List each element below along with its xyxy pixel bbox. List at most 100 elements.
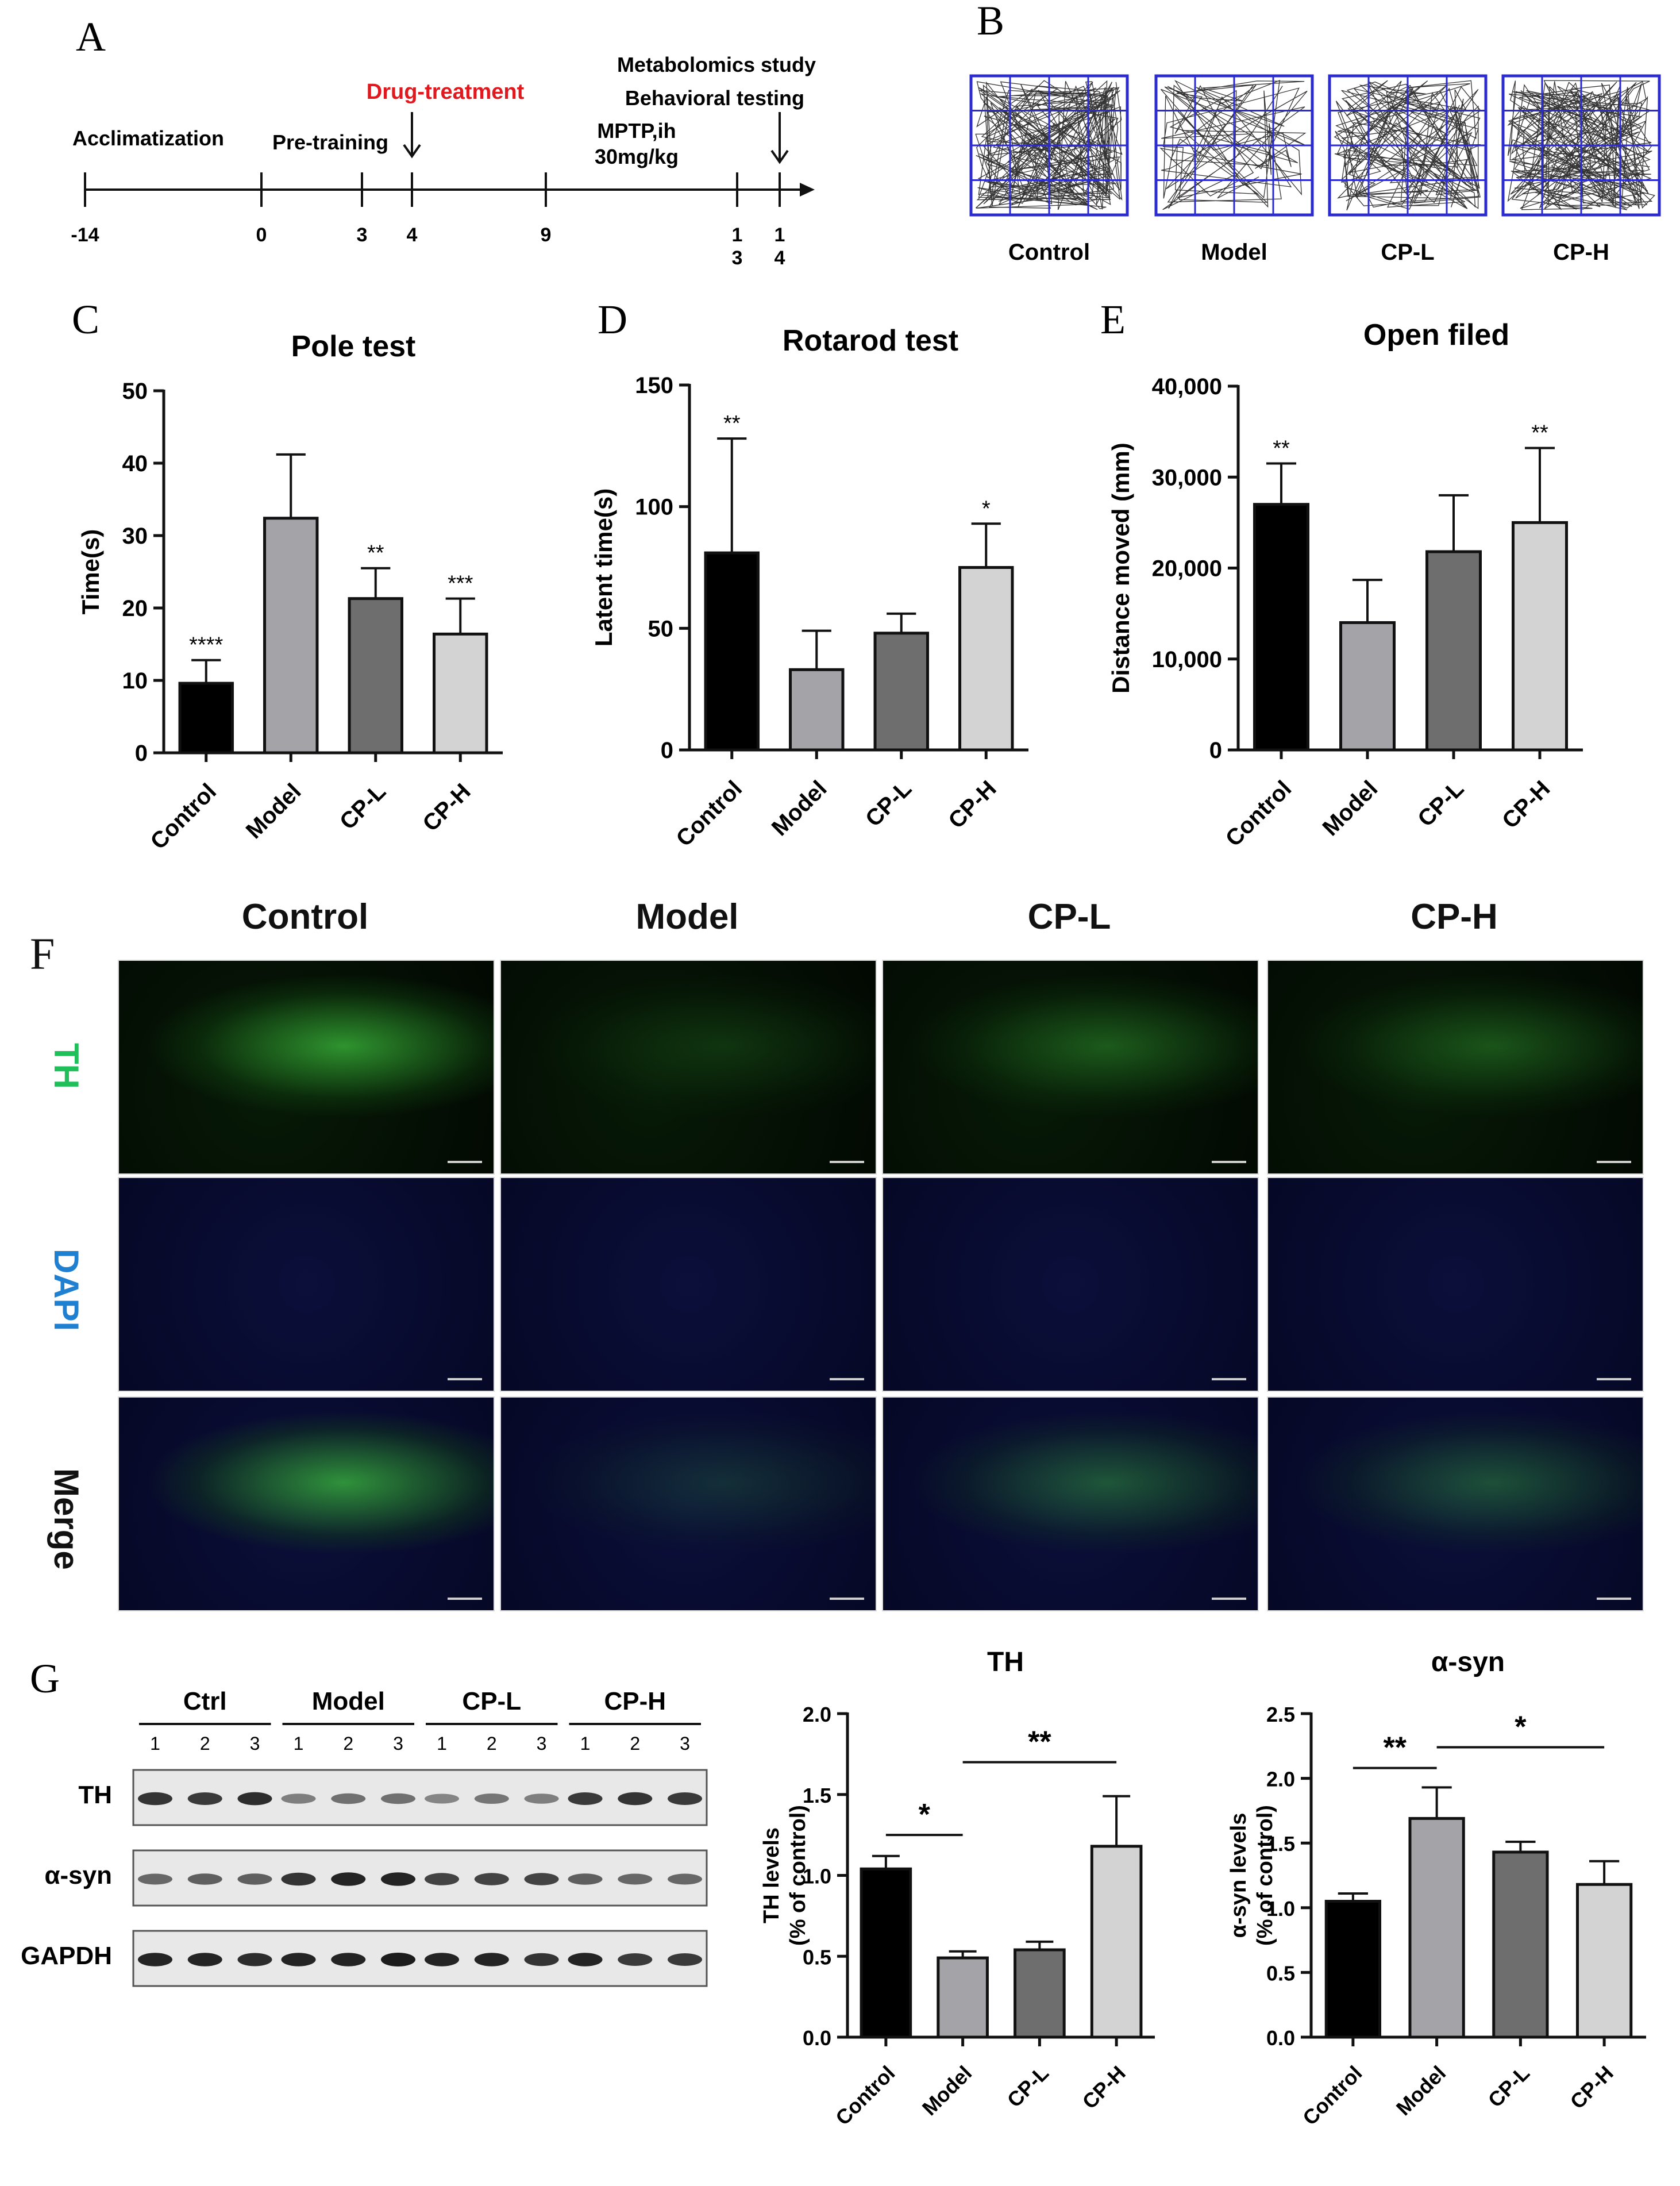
micrograph-row-label: DAPI	[47, 1249, 86, 1331]
blot-band	[668, 1873, 702, 1885]
scale-bar	[1597, 1378, 1631, 1380]
bar-control	[704, 551, 760, 752]
y-tick-label: 30	[122, 524, 148, 549]
bar-control	[1253, 503, 1309, 752]
timeline-tick-label: 4	[407, 224, 418, 246]
x-tick-label: Control	[671, 776, 747, 852]
maze-label: Control	[1008, 240, 1090, 265]
bar-model	[1408, 1816, 1465, 2039]
maze-label: CP-L	[1381, 240, 1434, 265]
y-tick-label: 0	[1209, 738, 1222, 763]
pole-test-chart: C Pole test 0 10 20 30 40 50 Time(s) **** Control…	[72, 299, 503, 855]
timeline-tick-label: 9	[541, 224, 552, 246]
blot-lane-number: 3	[680, 1733, 690, 1754]
scale-bar	[1597, 1161, 1631, 1163]
x-tick-label: CP-H	[1497, 776, 1555, 833]
y-tick-label: 1.5	[803, 1784, 831, 1807]
significance-label: **	[723, 411, 741, 436]
open-field-trace-panel: B Control Model CP-L CP-H	[969, 0, 1661, 265]
micrograph-th-control	[118, 960, 495, 1175]
blot-strip	[132, 1930, 708, 1987]
micrograph-dapi-cph	[1267, 1177, 1644, 1392]
bar-cph	[433, 632, 488, 755]
x-tick-label: CP-L	[335, 779, 391, 834]
y-tick-label: 40	[122, 451, 148, 476]
y-tick-label: 0.0	[1266, 2026, 1295, 2050]
panel-letter-b: B	[977, 0, 1004, 44]
blot-band	[668, 1953, 702, 1966]
blot-lane-number: 2	[630, 1733, 640, 1754]
blot-band	[425, 1794, 459, 1804]
micrograph-dapi-control	[118, 1177, 495, 1392]
blot-band	[281, 1872, 316, 1886]
phase-metabolomics: Metabolomics study	[617, 53, 816, 76]
significance-label: ****	[189, 633, 223, 657]
blot-band	[524, 1953, 559, 1966]
phase-acclimatization: Acclimatization	[72, 126, 224, 150]
significance-label: **	[1531, 421, 1548, 445]
blot-band	[618, 1873, 653, 1885]
y-tick-label: 0.5	[1266, 1961, 1295, 1985]
chart-title: TH	[987, 1647, 1024, 1677]
micrograph-column-header: Model	[635, 897, 739, 937]
x-tick-label: CP-H	[943, 776, 1001, 833]
bar-cpl	[873, 632, 929, 752]
maze-path	[1507, 80, 1655, 210]
x-tick-label: Control	[1221, 776, 1297, 852]
timeline-tick-label: 1	[775, 224, 785, 246]
bracket-label: *	[1515, 1711, 1527, 1744]
y-tick-label: 50	[648, 616, 674, 641]
blot-row-label: α-syn	[44, 1861, 112, 1889]
scale-bar	[830, 1598, 864, 1600]
scale-bar	[830, 1378, 864, 1380]
x-tick-label: CP-L	[1003, 2061, 1053, 2112]
panel-letter-g: G	[30, 1656, 60, 1702]
phase-behavioral: Behavioral testing	[625, 86, 804, 110]
blot-lane-number: 3	[393, 1733, 403, 1754]
blot-lane-number: 1	[437, 1733, 447, 1754]
maze-path	[975, 80, 1123, 210]
micrograph-merge-cph	[1267, 1396, 1644, 1611]
scale-bar	[448, 1161, 482, 1163]
micrograph-merge-control	[118, 1396, 495, 1611]
blot-band	[568, 1792, 603, 1805]
y-tick-label: 30,000	[1152, 465, 1222, 490]
blot-band	[568, 1873, 603, 1885]
y-tick-label: 1.5	[1266, 1832, 1295, 1856]
bracket-label: *	[919, 1798, 931, 1831]
y-axis-label: Distance moved (mm)	[1107, 442, 1134, 693]
micrograph-th-cph	[1267, 960, 1644, 1175]
timeline-panel: A Acclimatization Pre-training Drug-trea…	[71, 14, 816, 269]
bar-control	[178, 682, 234, 755]
maze-path	[1334, 80, 1481, 211]
blot-lane-number: 3	[250, 1733, 260, 1754]
blot-band	[618, 1953, 653, 1966]
bar-cph	[1512, 521, 1568, 752]
blot-band	[187, 1792, 222, 1805]
blot-band	[281, 1794, 316, 1804]
micrograph-column-header: CP-L	[1027, 897, 1111, 937]
blot-lane-number: 1	[580, 1733, 591, 1754]
x-tick-label: Model	[241, 779, 306, 844]
x-tick-label: CP-H	[418, 779, 475, 836]
micrograph-merge-cpl	[882, 1396, 1259, 1611]
maze-trace-cpl	[1328, 74, 1488, 217]
chart-title: Open filed	[1363, 318, 1509, 352]
blot-band	[668, 1792, 702, 1805]
x-tick-label: Model	[767, 776, 832, 841]
y-tick-label: 150	[635, 373, 673, 398]
phase-pretraining: Pre-training	[272, 130, 388, 154]
y-tick-label: 10,000	[1152, 647, 1222, 672]
timeline-arrowhead	[800, 183, 815, 197]
bar-cpl	[1425, 550, 1482, 752]
scale-bar	[1212, 1161, 1246, 1163]
blot-band	[474, 1953, 509, 1966]
micrograph-column-header: Control	[241, 897, 369, 937]
y-tick-label: 0.5	[803, 1945, 831, 1969]
maze-label: CP-H	[1553, 240, 1609, 265]
x-tick-label: Control	[1298, 2061, 1366, 2130]
rotarod-test-chart: D Rotarod test 0 50 100 150 Latent time(s) ** C…	[590, 299, 1028, 852]
timeline-tick-label: 3	[732, 247, 743, 269]
maze-label: Model	[1201, 240, 1267, 265]
y-tick-label: 10	[122, 668, 148, 694]
